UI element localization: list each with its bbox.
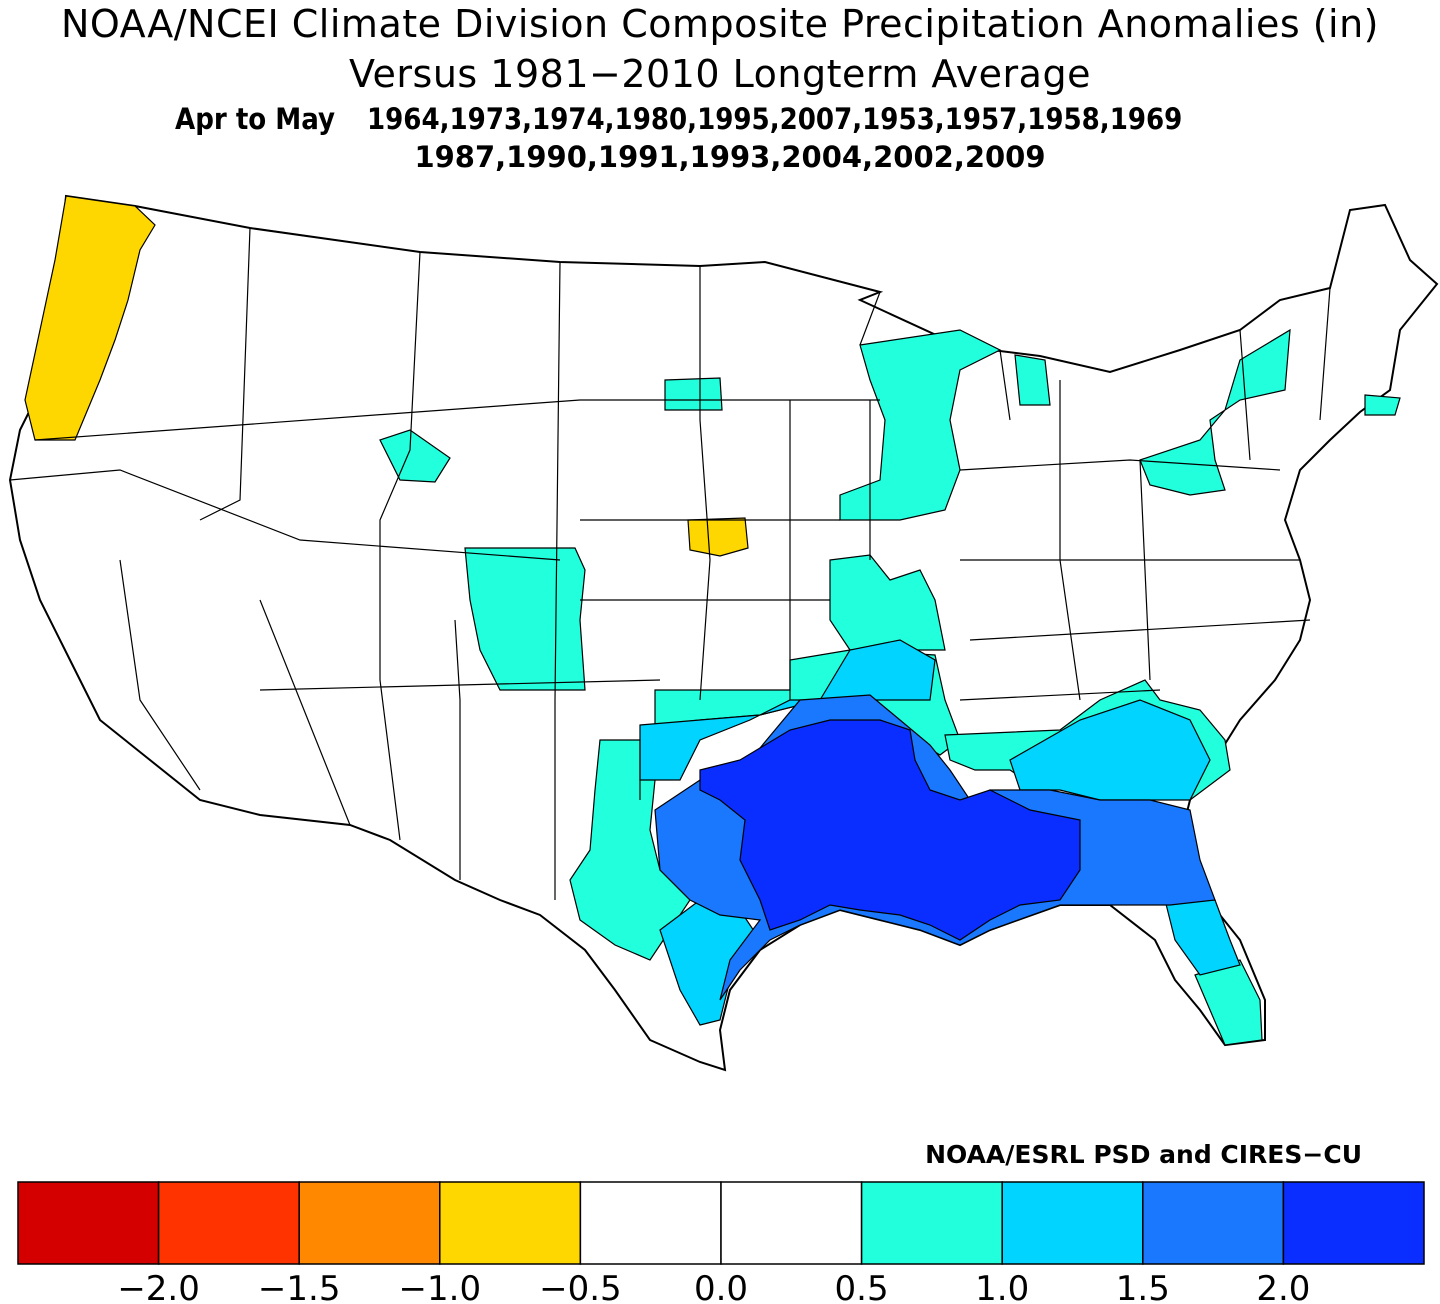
colorbar-swatch-5 [720, 1181, 863, 1265]
colorbar-tick-label: 0.0 [694, 1269, 748, 1304]
michigan-up-wet [1014, 354, 1051, 406]
colorbar: −2.0 −1.5 −1.0 −0.5 0.0 0.5 1.0 1.5 2.0 [17, 1181, 1425, 1304]
composite-years-line1: 1964,1973,1974,1980,1995,2007,1953,1957,… [366, 102, 1183, 136]
iowa-missouri-wet [829, 554, 946, 651]
map-subtitle: Versus 1981−2010 Longterm Average [349, 52, 1091, 96]
period-label: Apr to May [175, 102, 335, 136]
map-title: NOAA/NCEI Climate Division Composite Pre… [61, 2, 1379, 46]
composite-years-line2: 1987,1990,1991,1993,2004,2002,2009 [414, 140, 1046, 174]
composite-period-line: Apr to May 1964,1973,1974,1980,1995,2007,… [175, 102, 1182, 136]
colorbar-swatch-8 [1142, 1181, 1285, 1265]
colorbar-swatch-2 [298, 1181, 441, 1265]
upper-midwest-wet [839, 329, 1002, 521]
oklahoma-missouri-wet [639, 639, 936, 781]
new-york-wet [1139, 328, 1291, 496]
colorbar-tick-label: 0.5 [835, 1269, 889, 1304]
colorbar-tick-label: −0.5 [539, 1269, 622, 1304]
colorbar-tick-label: 1.0 [975, 1269, 1029, 1304]
colorbar-swatch-3 [439, 1181, 582, 1265]
nebraska-dry [687, 517, 749, 557]
texas-west-wet [569, 739, 691, 961]
washington-oregon-coast-dry [24, 195, 156, 441]
colorbar-tick-label: −2.0 [117, 1269, 200, 1304]
lower-mississippi-core-wet [699, 719, 1081, 941]
minnesota-wet [664, 377, 723, 411]
new-england-wet [1364, 394, 1401, 416]
data-source-credit: NOAA/ESRL PSD and CIRES−CU [925, 1140, 1362, 1169]
colorbar-swatch-1 [157, 1181, 300, 1265]
colorbar-tick-label: −1.5 [258, 1269, 341, 1304]
colorbar-tick-label: −1.0 [399, 1269, 482, 1304]
colorbar-tick-label: 2.0 [1256, 1269, 1310, 1304]
colorbar-tick-label: 1.5 [1116, 1269, 1170, 1304]
us-climate-division-map [8, 194, 1439, 1072]
colorbar-swatch-4 [579, 1181, 722, 1265]
colorbar-swatch-0 [17, 1181, 160, 1265]
colorbar-swatch-7 [1001, 1181, 1144, 1265]
colorbar-swatch-9 [1282, 1181, 1425, 1265]
colorbar-swatch-6 [860, 1181, 1003, 1265]
division-boundaries [9, 227, 1331, 900]
south-florida-wet [1194, 959, 1263, 1046]
idaho-wet [379, 429, 451, 483]
